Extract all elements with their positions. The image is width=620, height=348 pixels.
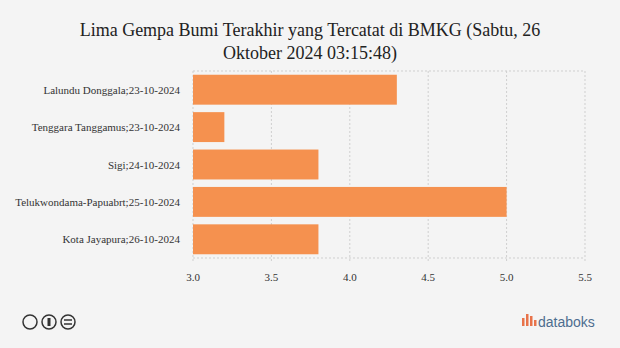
chart: Lima Gempa Bumi Terakhir yang Tercatat d… — [0, 0, 620, 348]
tick-label: 5.0 — [500, 271, 514, 283]
tick-label: 3.5 — [265, 271, 279, 283]
bar — [193, 75, 397, 105]
logo — [522, 314, 537, 326]
title: Lima Gempa Bumi Terakhir yang Tercatat d… — [80, 20, 541, 64]
source: databoks — [538, 314, 595, 330]
frame-top — [193, 71, 585, 72]
icon-person — [48, 318, 51, 326]
grid-line — [585, 71, 586, 262]
icon-eq — [64, 323, 72, 325]
grid-line — [428, 71, 429, 262]
category-label: Lalundu Donggala;23-10-2024 — [43, 84, 180, 96]
grid — [193, 71, 585, 262]
title-line: Lima Gempa Bumi Terakhir yang Tercatat d… — [80, 20, 541, 41]
grid-line — [506, 71, 507, 262]
frame-bottom — [193, 258, 585, 259]
bar — [193, 187, 507, 217]
category-label: Kota Jayapura;26-10-2024 — [62, 233, 180, 245]
background — [0, 0, 620, 348]
icon-circle — [23, 315, 37, 329]
logo-mark — [530, 316, 533, 326]
tick-label: 4.0 — [343, 271, 357, 283]
logo-mark — [526, 314, 529, 326]
bar — [193, 112, 224, 142]
bars — [193, 75, 507, 255]
tick-label: 3.0 — [186, 271, 200, 283]
license-icons — [23, 315, 75, 329]
category-label: Sigi;24-10-2024 — [108, 159, 181, 171]
icon-circle — [42, 315, 56, 329]
title-line: Oktober 2024 03:15:48) — [223, 43, 397, 64]
tick-label: 4.5 — [421, 271, 435, 283]
bar — [193, 224, 318, 254]
logo-mark — [534, 320, 537, 326]
icon-eq — [64, 319, 72, 321]
category-label: Telukwondama-Papuabrt;25-10-2024 — [15, 196, 180, 208]
tick-label: 5.5 — [578, 271, 592, 283]
logo-mark — [522, 318, 525, 326]
icon-circle — [61, 315, 75, 329]
bar — [193, 150, 318, 180]
category-label: Tenggara Tanggamus;23-10-2024 — [32, 121, 181, 133]
